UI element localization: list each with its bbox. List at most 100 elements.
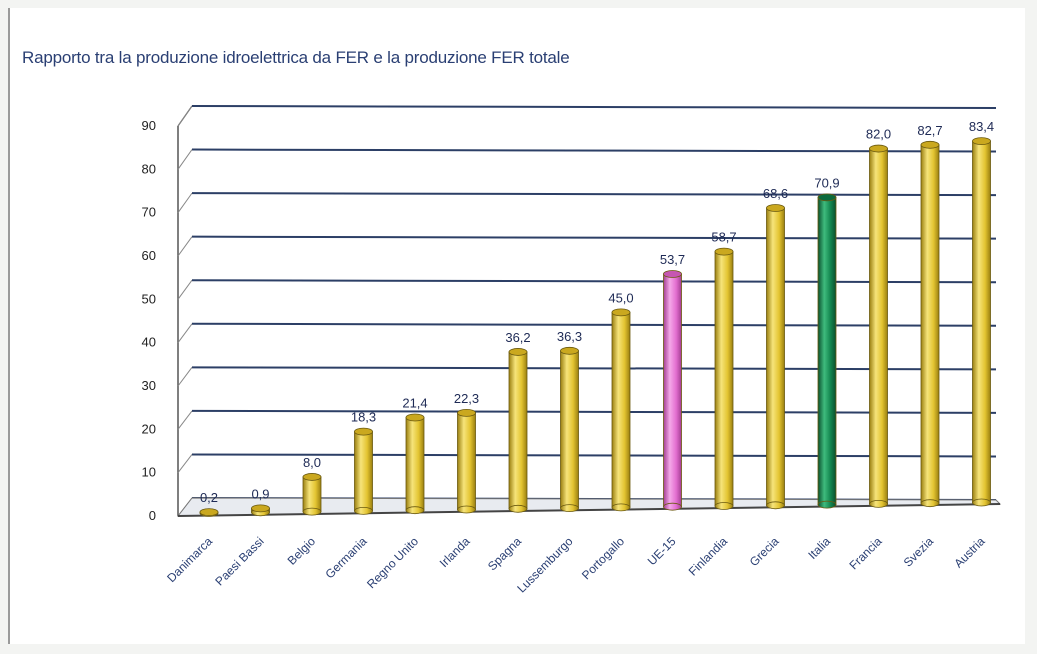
bar-francia xyxy=(869,144,888,508)
bar-cap xyxy=(199,508,219,517)
data-label: 82,7 xyxy=(917,123,942,138)
bar-body xyxy=(869,148,888,505)
bar-cap xyxy=(302,473,322,481)
bar-austria xyxy=(972,137,991,507)
data-label: 58,7 xyxy=(711,230,736,245)
bar-base xyxy=(611,503,631,512)
bar-base xyxy=(302,507,322,516)
gridline xyxy=(191,235,997,240)
bar-cap xyxy=(766,204,785,212)
bar-base xyxy=(405,506,425,515)
gridline xyxy=(191,453,997,458)
gridline xyxy=(191,105,997,109)
bar-svezia xyxy=(920,140,940,508)
x-tick-label: Danimarca xyxy=(164,534,215,585)
bar-paesi-bassi xyxy=(251,504,270,517)
x-tick-label: Portogallo xyxy=(579,534,627,582)
bar-base xyxy=(663,502,682,511)
x-tick-label: Finlandia xyxy=(686,534,731,579)
bar-base xyxy=(560,504,579,513)
y-tick-label: 30 xyxy=(142,378,156,393)
bar-body xyxy=(714,251,734,507)
bar-base xyxy=(354,506,373,515)
x-tick-label: Grecia xyxy=(747,534,782,569)
bar-base xyxy=(766,501,785,510)
bar-cap xyxy=(972,137,991,146)
y-tick-label: 90 xyxy=(142,118,156,133)
gridline-depth xyxy=(177,192,193,213)
bar-cap xyxy=(508,348,528,356)
bar-germania xyxy=(354,427,373,515)
data-label: 36,3 xyxy=(557,329,582,344)
bar-belgio xyxy=(302,473,322,516)
bar-base xyxy=(869,499,888,508)
y-tick-label: 40 xyxy=(142,335,156,350)
bar-body xyxy=(972,140,991,503)
bar-cap xyxy=(817,193,837,202)
bar-body xyxy=(611,311,631,508)
chart-title: Rapporto tra la produzione idroelettrica… xyxy=(22,48,570,67)
x-tick-label: Paesi Bassi xyxy=(212,534,266,588)
bar-body xyxy=(920,144,940,504)
bar-finlandia xyxy=(714,247,734,510)
x-tick-label: Italia xyxy=(805,534,833,562)
gridline-depth xyxy=(177,105,193,127)
gridline-depth xyxy=(177,410,193,430)
y-tick-label: 20 xyxy=(142,421,156,436)
data-label: 0,2 xyxy=(200,490,218,505)
data-label: 70,9 xyxy=(814,175,839,190)
bar-cap xyxy=(920,140,940,149)
gridline-depth xyxy=(177,454,193,473)
y-tick-label: 0 xyxy=(149,508,156,523)
y-tick-label: 80 xyxy=(142,161,156,176)
bar-cap xyxy=(714,247,734,256)
bar-body xyxy=(663,273,682,508)
data-label: 22,3 xyxy=(454,391,479,406)
data-label: 45,0 xyxy=(608,290,633,305)
x-tick-label: Austria xyxy=(951,534,988,571)
data-label: 18,3 xyxy=(351,410,376,425)
bar-body xyxy=(354,431,373,512)
bar-cap xyxy=(251,504,270,513)
data-label: 21,4 xyxy=(402,395,427,410)
data-label: 82,0 xyxy=(866,127,891,142)
x-tick-label: UE-15 xyxy=(645,534,679,568)
bar-cap xyxy=(611,308,631,317)
bar-body xyxy=(302,476,322,512)
bar-italia xyxy=(817,193,837,509)
x-tick-label: Irlanda xyxy=(437,534,473,570)
bar-cap xyxy=(560,346,579,355)
bar-ue-15 xyxy=(663,270,682,511)
bar-irlanda xyxy=(457,408,476,514)
bar-cap xyxy=(663,270,682,278)
gridline-depth xyxy=(177,236,193,257)
bar-cap xyxy=(457,408,476,417)
bar-base xyxy=(817,500,837,509)
data-label: 53,7 xyxy=(660,252,685,267)
bar-cap xyxy=(869,144,888,153)
gridline-depth xyxy=(177,323,193,343)
x-tick-label: Lussemburgo xyxy=(514,534,576,596)
bar-body xyxy=(560,350,579,509)
bar-base xyxy=(714,502,734,510)
gridline xyxy=(191,279,997,284)
x-tick-label: Regno Unito xyxy=(364,534,421,591)
gridline xyxy=(191,409,997,414)
gridline xyxy=(191,148,997,153)
bar-portogallo xyxy=(611,308,631,512)
bar-base xyxy=(972,498,991,507)
bar-danimarca xyxy=(199,508,219,517)
x-tick-label: Belgio xyxy=(285,534,319,568)
bar-base xyxy=(508,504,528,513)
x-tick-label: Spagna xyxy=(485,534,524,573)
data-label: 36,2 xyxy=(505,330,530,345)
bar-grecia xyxy=(766,204,785,510)
bar-regno-unito xyxy=(405,413,425,515)
data-label: 8,0 xyxy=(303,455,321,470)
gridline xyxy=(191,366,997,371)
gridline xyxy=(191,322,997,327)
x-tick-label: Svezia xyxy=(901,534,937,570)
bar-cap xyxy=(405,413,425,422)
data-label: 0,9 xyxy=(251,486,269,501)
